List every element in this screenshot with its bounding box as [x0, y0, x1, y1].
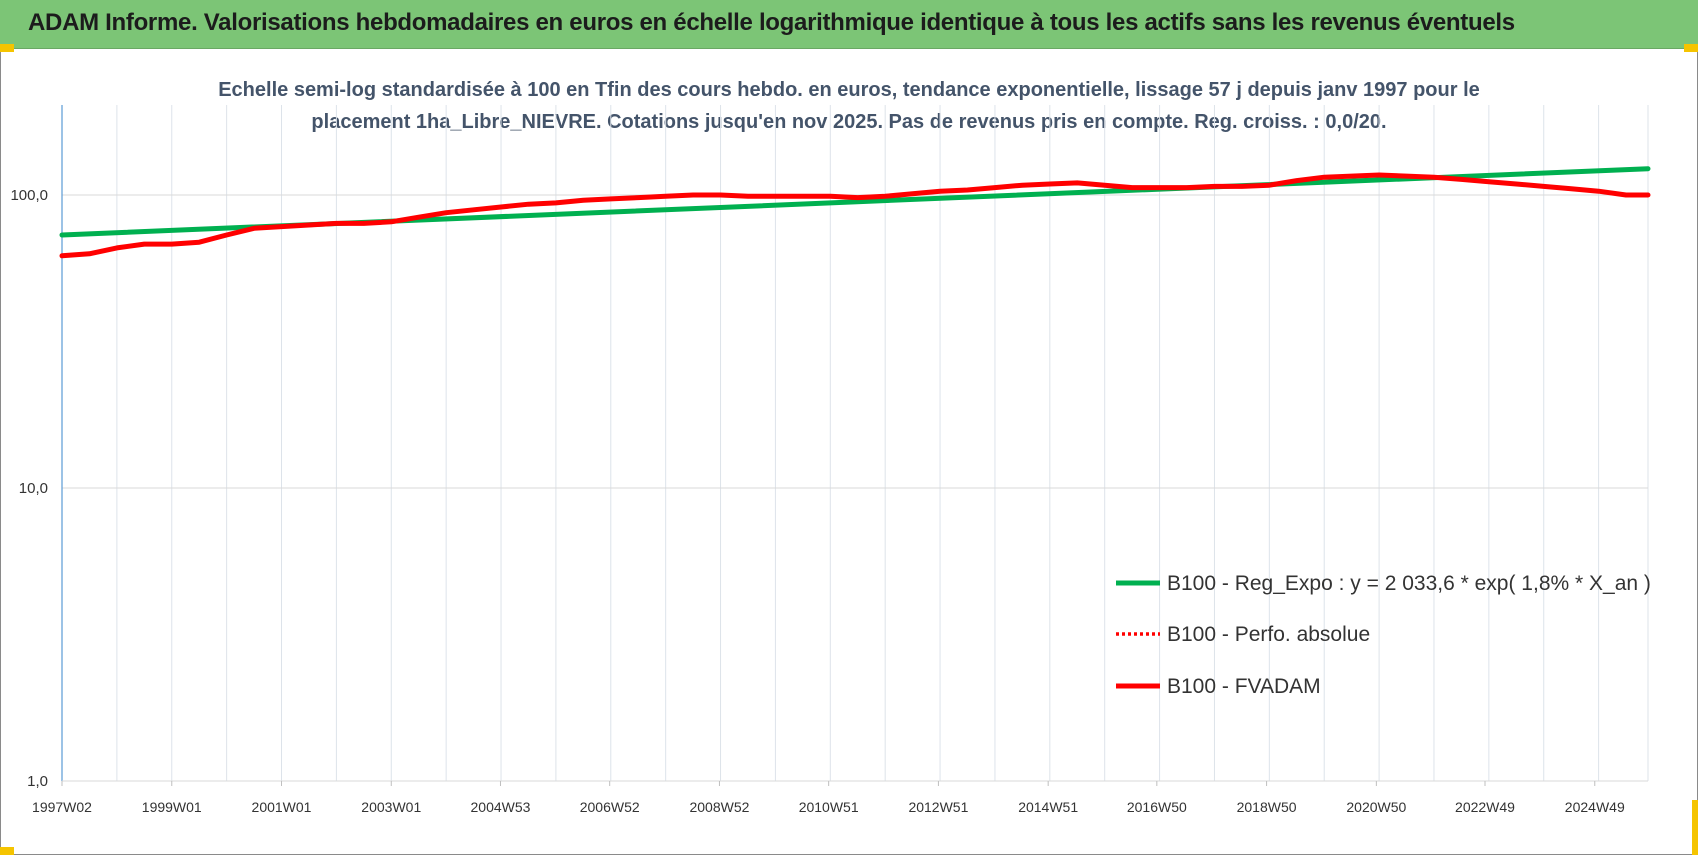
x-tick-label: 2024W49 — [1565, 799, 1625, 815]
x-tick-label: 2016W50 — [1127, 799, 1187, 815]
corner-marker-bottom-left — [0, 847, 14, 855]
x-tick-label: 2012W51 — [908, 799, 968, 815]
legend-label-3: B100 - FVADAM — [1167, 675, 1321, 698]
chart-subtitle-line-1: Echelle semi-log standardisée à 100 en T… — [218, 79, 1480, 101]
x-tick-label: 2010W51 — [799, 799, 859, 815]
axes: 1,0 10,0 100,0 1997W02 1999W01 2001W01 2003W01… — [10, 105, 1648, 815]
title-banner: ADAM Informe. Valorisations hebdomadaire… — [0, 0, 1698, 49]
x-tick-label: 2014W51 — [1018, 799, 1078, 815]
legend-label-1: B100 - Reg_Expo : y = 2 033,6 * exp( 1,8… — [1167, 572, 1651, 595]
x-tick-label: 2022W49 — [1455, 799, 1515, 815]
grid — [62, 105, 1649, 782]
y-tick-label: 1,0 — [27, 773, 48, 790]
page-title: ADAM Informe. Valorisations hebdomadaire… — [28, 9, 1515, 36]
series — [59, 166, 1651, 259]
x-tick-label: 2003W01 — [361, 799, 421, 815]
x-tick-label: 2001W01 — [252, 799, 312, 815]
x-tick-label: 2018W50 — [1237, 799, 1297, 815]
x-tick-label: 2008W52 — [689, 799, 749, 815]
corner-marker-top-left — [0, 44, 14, 52]
x-tick-label: 2006W52 — [580, 799, 640, 815]
corner-marker-top-right — [1684, 44, 1698, 52]
legend-label-2: B100 - Perfo. absolue — [1167, 623, 1370, 646]
corner-marker-bottom-right — [1692, 800, 1698, 855]
y-tick-label: 10,0 — [19, 480, 48, 497]
x-tick-label: 1997W02 — [32, 799, 92, 815]
x-tick-label: 1999W01 — [142, 799, 202, 815]
chart-subtitle-line-2: placement 1ha_Libre_NIEVRE. Cotations ju… — [311, 111, 1386, 133]
legend: B100 - Reg_Expo : y = 2 033,6 * exp( 1,8… — [1116, 572, 1651, 698]
series-line-3 — [59, 172, 1651, 259]
x-tick-label: 2020W50 — [1346, 799, 1406, 815]
y-tick-label: 100,0 — [10, 187, 48, 204]
x-tick-label: 2004W53 — [471, 799, 531, 815]
